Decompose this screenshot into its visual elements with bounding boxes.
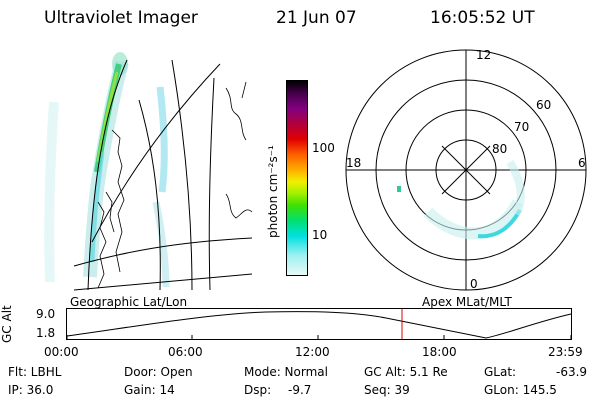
colorbar-tick-10: 10 xyxy=(312,228,328,242)
polar-lat-80: 80 xyxy=(492,142,508,156)
aurora-emission xyxy=(44,52,170,288)
status-seq: Seq: 39 xyxy=(364,383,410,397)
geographic-latlon-label: Geographic Lat/Lon xyxy=(70,295,188,309)
orbit-ylabel: GC Alt xyxy=(0,305,14,343)
polar-aurora xyxy=(397,159,525,240)
polar-label-6: 6 xyxy=(578,156,586,170)
time-label: 16:05:52 UT xyxy=(430,8,535,28)
status-ip: IP: 36.0 xyxy=(8,383,54,397)
status-glon: GLon: 145.5 xyxy=(484,383,557,397)
polar-grid xyxy=(345,49,587,291)
orbit-xtick-1200: 12:00 xyxy=(295,345,330,359)
orbit-xtick-2359: 23:59 xyxy=(548,345,583,359)
date-label: 21 Jun 07 xyxy=(276,8,357,28)
lat-lon-grid xyxy=(73,59,253,291)
polar-label-12: 12 xyxy=(476,48,492,62)
status-dsp-label: Dsp: xyxy=(244,383,272,397)
status-glat-label: GLat: xyxy=(484,365,517,379)
status-glat-value: -63.9 xyxy=(556,365,588,379)
colorbar-tick-100: 100 xyxy=(312,141,335,155)
orbit-ytick-1-8: 1.8 xyxy=(36,326,56,340)
polar-label-0: 0 xyxy=(470,277,478,291)
orbit-xtick-0000: 00:00 xyxy=(44,345,79,359)
status-door: Door: Open xyxy=(124,365,193,379)
orbit-altitude-plot xyxy=(66,308,572,340)
colorbar xyxy=(286,80,308,276)
orbit-xtick-1800: 18:00 xyxy=(422,345,457,359)
polar-lat-60: 60 xyxy=(536,98,552,112)
coastlines xyxy=(97,81,253,289)
app-title: Ultraviolet Imager xyxy=(44,8,198,28)
status-dsp-value: -9.7 xyxy=(288,383,312,397)
polar-label-18: 18 xyxy=(346,156,362,170)
status-mode: Mode: Normal xyxy=(244,365,328,379)
polar-plot xyxy=(345,49,587,291)
apex-mlat-mlt-label: Apex MLat/MLT xyxy=(422,295,512,309)
status-gain: Gain: 14 xyxy=(124,383,175,397)
orbit-xtick-0600: 06:00 xyxy=(168,345,203,359)
status-gcalt: GC Alt: 5.1 Re xyxy=(364,365,448,379)
polar-lat-70: 70 xyxy=(514,120,530,134)
geographic-map-panel xyxy=(44,52,253,291)
colorbar-unit-label: photon cm⁻²s⁻¹ xyxy=(266,145,280,238)
status-flt: Flt: LBHL xyxy=(8,365,62,379)
orbit-ytick-9: 9.0 xyxy=(36,307,56,321)
